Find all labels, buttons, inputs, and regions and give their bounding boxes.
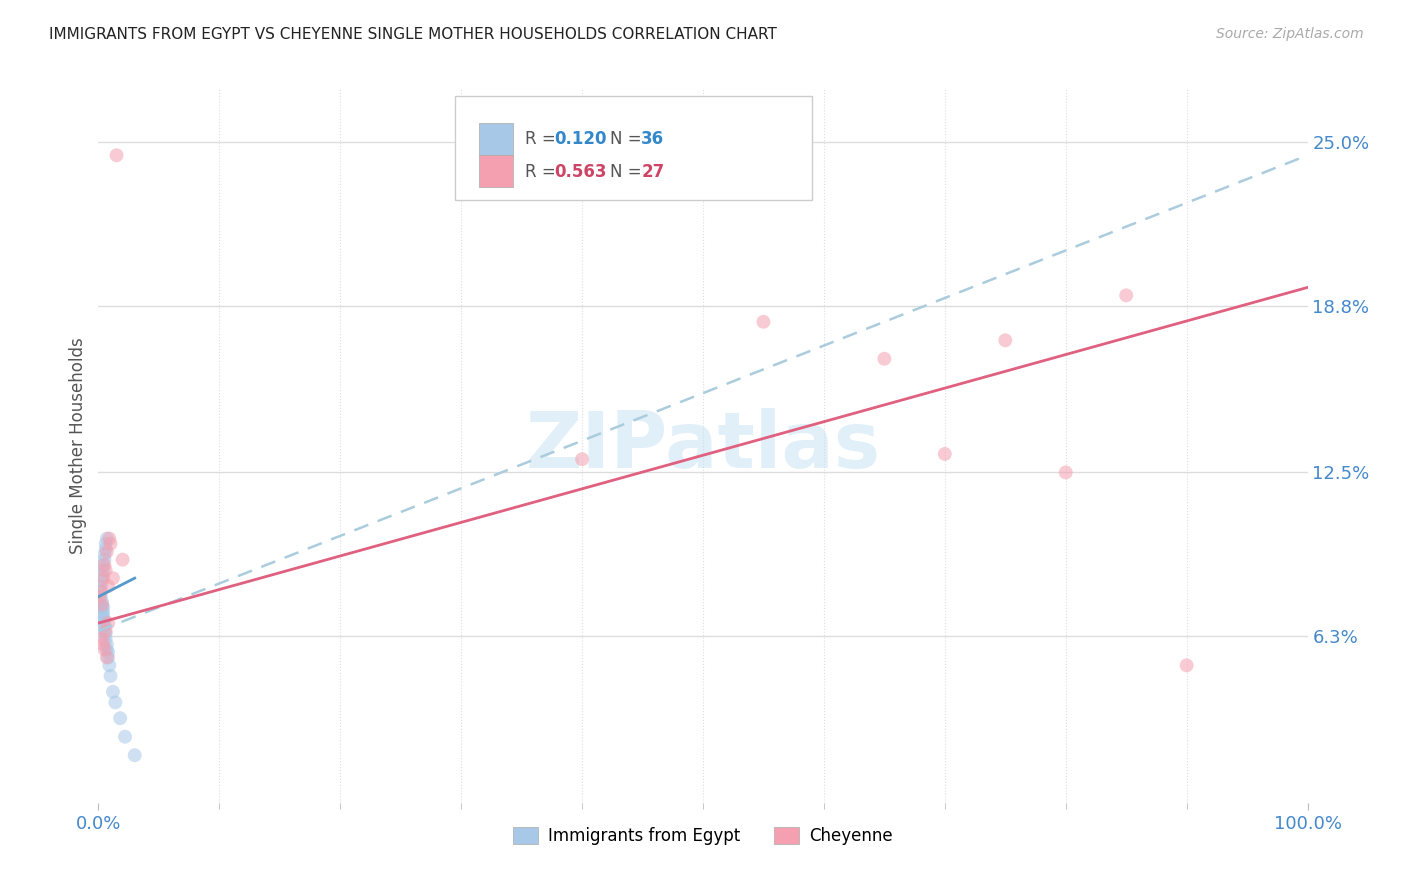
Point [105, 148, 128, 162]
Text: Source: ZipAtlas.com: Source: ZipAtlas.com [1216, 27, 1364, 41]
Point [96, 642, 118, 657]
FancyBboxPatch shape [456, 96, 811, 200]
Point [91, 568, 114, 582]
Point [89, 590, 111, 604]
Point [100, 669, 122, 683]
Legend: Immigrants from Egypt, Cheyenne: Immigrants from Egypt, Cheyenne [506, 820, 900, 852]
Point [101, 571, 124, 585]
Point [90, 590, 112, 604]
Point [1054, 466, 1077, 480]
Point [994, 333, 1017, 347]
Point [97, 616, 120, 631]
Point [873, 351, 896, 366]
Point [91, 600, 114, 615]
Text: N =: N = [610, 130, 647, 148]
Point [93, 558, 115, 572]
Point [90, 584, 112, 599]
Point [93, 614, 115, 628]
Point [93, 547, 115, 561]
FancyBboxPatch shape [479, 123, 513, 155]
Point [96, 637, 118, 651]
Point [91, 598, 114, 612]
Point [1115, 288, 1137, 302]
Point [90, 584, 112, 599]
Point [114, 730, 136, 744]
Text: R =: R = [526, 163, 561, 181]
Text: 0.563: 0.563 [554, 163, 607, 181]
Text: IMMIGRANTS FROM EGYPT VS CHEYENNE SINGLE MOTHER HOUSEHOLDS CORRELATION CHART: IMMIGRANTS FROM EGYPT VS CHEYENNE SINGLE… [49, 27, 778, 42]
Text: N =: N = [610, 163, 647, 181]
Point [1175, 658, 1198, 673]
Point [91, 637, 114, 651]
Y-axis label: Single Mother Households: Single Mother Households [69, 338, 87, 554]
Point [124, 748, 146, 763]
Point [97, 650, 120, 665]
Point [93, 624, 115, 638]
Point [96, 532, 118, 546]
Point [97, 579, 120, 593]
Point [91, 606, 114, 620]
Point [94, 542, 117, 557]
Point [91, 571, 114, 585]
Point [91, 611, 114, 625]
Point [96, 650, 118, 665]
Point [100, 537, 122, 551]
Point [91, 616, 114, 631]
Point [91, 595, 114, 609]
Point [89, 598, 111, 612]
Point [108, 711, 131, 725]
Point [934, 447, 956, 461]
Point [94, 624, 117, 638]
Text: 0.120: 0.120 [554, 130, 607, 148]
Point [91, 606, 114, 620]
Point [94, 626, 117, 640]
Point [91, 600, 114, 615]
Point [93, 618, 115, 632]
Point [104, 695, 127, 709]
Text: R =: R = [526, 130, 561, 148]
Point [93, 642, 115, 657]
Point [98, 658, 121, 673]
Point [98, 532, 121, 546]
Point [94, 537, 117, 551]
Point [91, 563, 114, 577]
Point [94, 563, 117, 577]
Text: 27: 27 [641, 163, 665, 181]
Point [752, 315, 775, 329]
Point [111, 552, 134, 566]
FancyBboxPatch shape [479, 155, 513, 187]
Point [101, 685, 124, 699]
Point [97, 645, 120, 659]
Point [91, 632, 114, 646]
Point [93, 552, 115, 566]
Point [96, 545, 118, 559]
Point [571, 452, 593, 467]
Point [90, 579, 112, 593]
Point [91, 574, 114, 588]
Text: ZIPatlas: ZIPatlas [526, 408, 880, 484]
Text: 36: 36 [641, 130, 665, 148]
Point [91, 558, 114, 572]
Point [94, 632, 117, 646]
